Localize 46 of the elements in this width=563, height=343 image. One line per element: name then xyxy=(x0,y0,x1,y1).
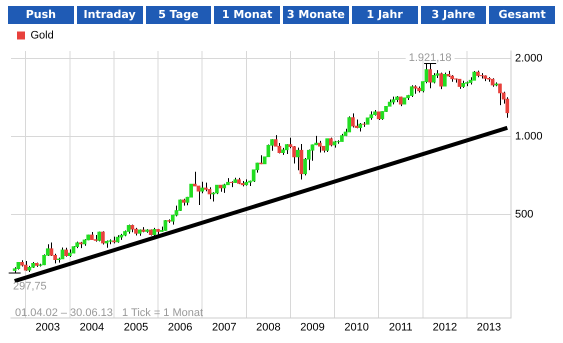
x-tick-label: 2011 xyxy=(388,321,413,334)
y-tick-label: 1.000 xyxy=(515,130,543,142)
annotation: 297,75 xyxy=(13,280,47,293)
text: 5 Tage xyxy=(146,6,212,24)
candlestick xyxy=(60,247,64,260)
annotation: 01.04.02 – 30.06.13 1 Tick = 1 Monat xyxy=(15,306,204,319)
candlestick xyxy=(472,70,476,81)
candlestick xyxy=(351,112,355,128)
x-tick-label: 2013 xyxy=(476,321,502,334)
candlestick xyxy=(458,78,462,90)
annotation: 1.921,18 xyxy=(408,52,452,64)
candlestick xyxy=(442,72,447,87)
x-tick-label: 2007 xyxy=(212,321,236,334)
x-tick-label: 2010 xyxy=(344,321,369,334)
text: Gesamt xyxy=(489,6,555,24)
x-tick-label: 2012 xyxy=(432,321,458,334)
legend-label: Gold xyxy=(30,30,54,42)
y-tick-label: 2.000 xyxy=(515,52,543,65)
x-tick-label: 2008 xyxy=(256,321,281,334)
candlestick xyxy=(428,62,432,89)
text: Intraday xyxy=(76,6,142,24)
x-tick-label: 2004 xyxy=(80,321,104,334)
candlestick xyxy=(498,83,502,106)
y-tick-label: 500 xyxy=(515,208,534,220)
text: 3 Jahre xyxy=(420,6,486,24)
x-tick-label: 2006 xyxy=(168,321,192,334)
candlestick xyxy=(208,186,212,200)
candlestick xyxy=(24,260,28,272)
candlestick xyxy=(296,147,300,171)
candlestick xyxy=(278,142,282,154)
candlestick xyxy=(398,96,403,107)
x-tick-label: 2009 xyxy=(300,321,325,334)
candlestick xyxy=(410,84,414,98)
text: 3 Monate xyxy=(283,6,349,24)
candlestick xyxy=(164,220,168,232)
x-tick-label: 2005 xyxy=(124,321,148,334)
x-tick-label: 2003 xyxy=(36,321,60,334)
text: Push xyxy=(8,6,74,24)
text: 1 Monat xyxy=(214,6,280,24)
text: 1 Jahr xyxy=(352,6,418,24)
candlestick xyxy=(347,116,352,132)
candlestick xyxy=(196,185,200,206)
candlestick xyxy=(200,181,204,194)
candlestick xyxy=(432,72,436,84)
candlestick xyxy=(101,230,105,246)
candlestick xyxy=(439,72,443,90)
